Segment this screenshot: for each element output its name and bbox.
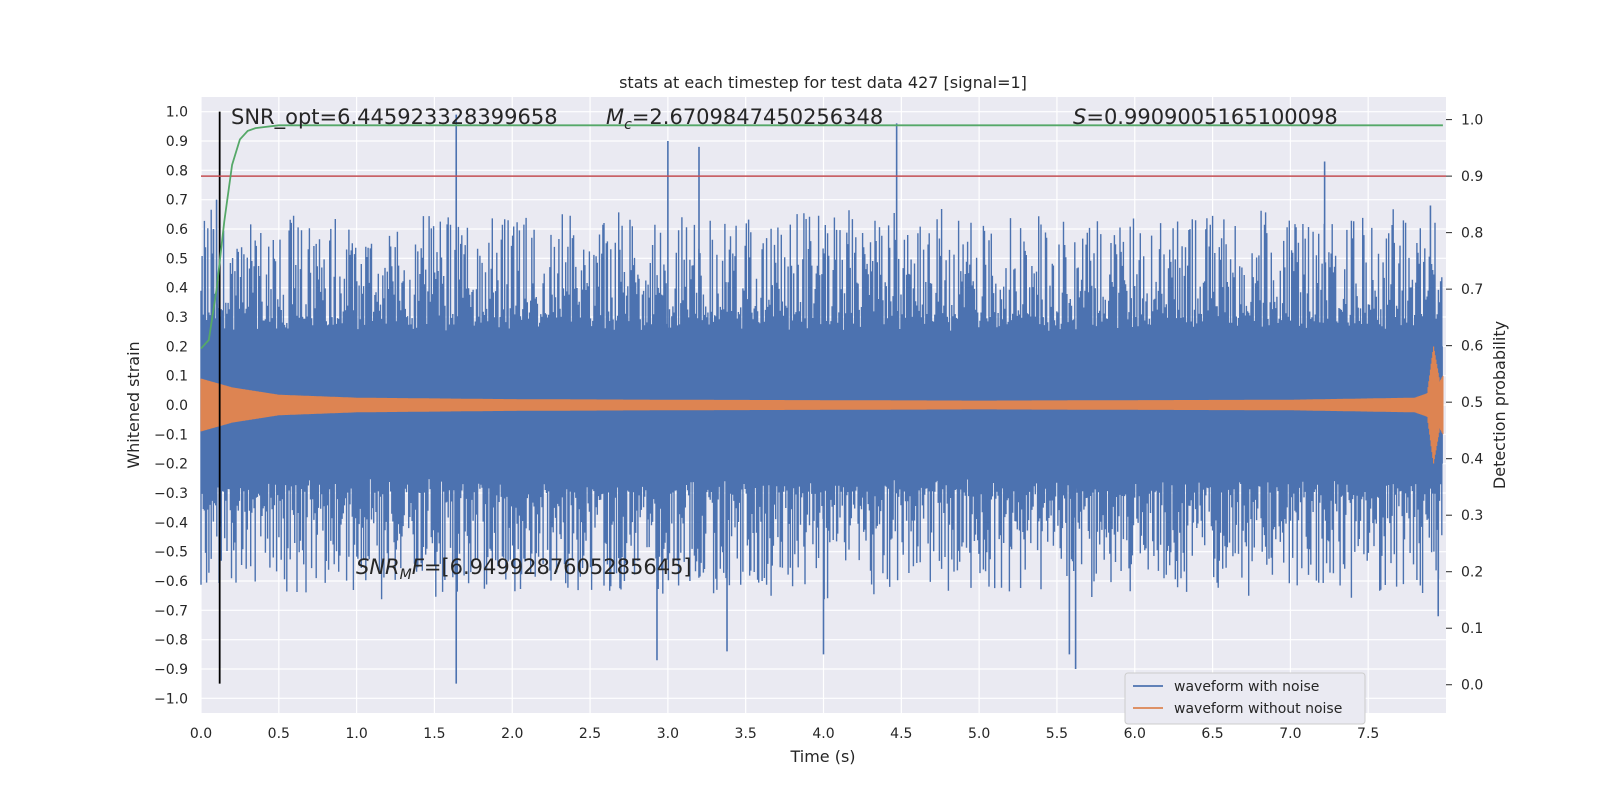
x-tick-label: 5.5 [1046, 726, 1068, 742]
y-axis-label: Whitened strain [124, 341, 143, 468]
y-axis-ticks: 1.0 0.9 0.8 0.7 0.6 0.5 0.4 0.3 0.2 0.1 0.0 −0.1 −0.… [154, 105, 188, 708]
y-right-tick-label: 0.5 [1461, 395, 1483, 411]
legend-box [1124, 672, 1366, 725]
x-tick-label: 1.0 [345, 726, 367, 742]
y-tick-label: −0.5 [154, 545, 188, 561]
x-tick-label: 6.5 [1201, 726, 1223, 742]
y-tick-label: −0.1 [154, 427, 188, 443]
x-tick-label: 0.5 [268, 726, 290, 742]
y-right-tick-label: 0.9 [1461, 169, 1483, 185]
x-tick-label: 4.0 [812, 726, 834, 742]
x-tick-label: 2.0 [501, 726, 523, 742]
y-tick-label: −0.8 [154, 633, 188, 649]
legend: waveform with noise waveform without noi… [1124, 672, 1366, 725]
x-tick-label: 4.5 [890, 726, 912, 742]
y-tick-label: 0.3 [166, 310, 188, 326]
overlay-lines [200, 111, 1446, 684]
annotation-snr-opt: SNR_opt=6.445923328399658 [231, 105, 558, 130]
y-tick-label: 0.8 [166, 163, 188, 179]
y-right-tick-label: 1.0 [1461, 113, 1483, 129]
annotation-snr-mf: SNRMF=[6.949928760528564​5] [356, 555, 692, 583]
y-tick-label: 0.1 [166, 369, 188, 385]
x-tick-label: 3.0 [657, 726, 679, 742]
y-right-tick-label: 0.4 [1461, 452, 1483, 468]
y-tick-label: 0.7 [166, 193, 188, 209]
y-right-tick-label: 0.6 [1461, 339, 1483, 355]
waveform-without-noise-series [200, 346, 1444, 464]
x-tick-label: 3.5 [735, 726, 757, 742]
y-right-tick-label: 0.8 [1461, 226, 1483, 242]
y-right-tick-label: 0.2 [1461, 565, 1483, 581]
legend-label-clean: waveform without noise [1174, 701, 1342, 717]
y-tick-label: 0.0 [166, 398, 188, 414]
x-tick-label: 6.0 [1124, 726, 1146, 742]
x-tick-label: 7.0 [1279, 726, 1301, 742]
y-tick-label: 0.4 [166, 281, 188, 297]
x-tick-label: 5.0 [968, 726, 990, 742]
annotation-s: S=0.9909005165100098 [1073, 105, 1338, 129]
y-tick-label: 0.6 [166, 222, 188, 238]
y-right-tick-label: 0.3 [1461, 508, 1483, 524]
y-right-tick-label: 0.1 [1461, 621, 1483, 637]
y-tick-label: −0.3 [154, 486, 188, 502]
y-tick-label: −0.6 [154, 574, 188, 590]
x-tick-label: 2.5 [579, 726, 601, 742]
x-tick-label: 1.5 [423, 726, 445, 742]
y-tick-label: 0.2 [166, 339, 188, 355]
detection-probability-line [200, 124, 1443, 350]
legend-label-noise: waveform with noise [1174, 679, 1319, 695]
y-tick-label: −1.0 [154, 691, 188, 707]
annotation-mc: Mc=2.6709847450256348 [606, 105, 883, 133]
y-right-tick-label: 0.0 [1461, 678, 1483, 694]
y-tick-label: −0.9 [154, 662, 188, 678]
y-tick-label: 0.9 [166, 134, 188, 150]
y-tick-label: 1.0 [166, 105, 188, 121]
chart-title: stats at each timestep for test data 427… [619, 73, 1027, 92]
x-axis-ticks: 0.0 0.5 1.0 1.5 2.0 2.5 3.0 3.5 4.0 4.5 5.0 5.5 6.0 6… [190, 726, 1379, 742]
x-tick-label: 7.5 [1357, 726, 1379, 742]
y-tick-label: −0.4 [154, 515, 188, 531]
y-axis-right-ticks: 1.0 0.9 0.8 0.7 0.6 0.5 0.4 0.3 0.2 0.1 0.0 [1446, 113, 1483, 694]
x-axis-label: Time (s) [789, 747, 855, 766]
y-tick-label: −0.2 [154, 457, 188, 473]
y-right-tick-label: 0.7 [1461, 282, 1483, 298]
y-tick-label: 0.5 [166, 251, 188, 267]
y-tick-label: −0.7 [154, 603, 188, 619]
x-tick-label: 0.0 [190, 726, 212, 742]
y-axis-right-label: Detection probability [1490, 321, 1509, 489]
clean-waveform [200, 346, 1444, 464]
